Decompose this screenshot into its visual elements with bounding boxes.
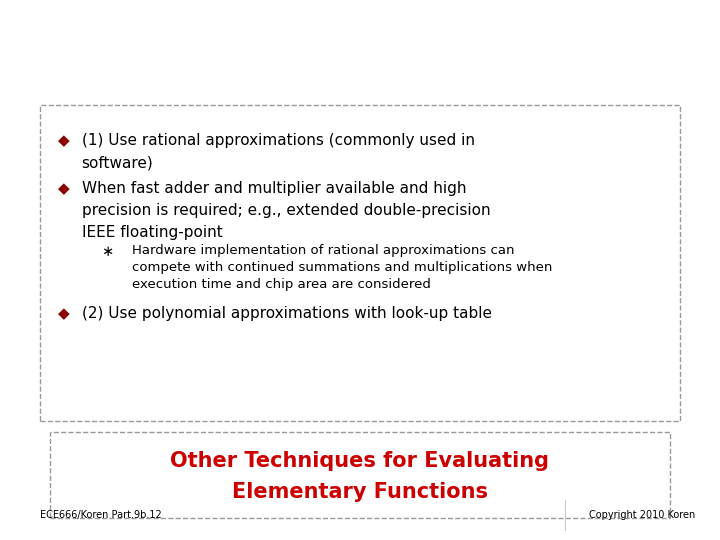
Text: precision is required; e.g., extended double-precision: precision is required; e.g., extended do… [81,203,490,218]
Text: ◆: ◆ [58,306,69,321]
Text: ◆: ◆ [58,181,69,197]
Text: (2) Use polynomial approximations with look-up table: (2) Use polynomial approximations with l… [81,306,492,321]
Text: execution time and chip area are considered: execution time and chip area are conside… [132,278,431,291]
Text: software): software) [81,156,153,170]
Bar [40,105,680,421]
Text: When fast adder and multiplier available and high: When fast adder and multiplier available… [81,181,466,197]
Text: Hardware implementation of rational approximations can: Hardware implementation of rational appr… [132,244,514,257]
Text: (1) Use rational approximations (commonly used in: (1) Use rational approximations (commonl… [81,133,474,148]
Text: Other Techniques for Evaluating: Other Techniques for Evaluating [171,450,549,470]
Text: IEEE floating-point: IEEE floating-point [81,225,222,240]
Text: compete with continued summations and multiplications when: compete with continued summations and mu… [132,261,552,274]
Text: ECE666/Koren Part.9b.12: ECE666/Koren Part.9b.12 [40,510,161,520]
Text: ∗: ∗ [102,244,114,259]
Text: Elementary Functions: Elementary Functions [232,482,488,503]
Text: Copyright 2010 Koren: Copyright 2010 Koren [588,510,695,520]
Bar [50,432,670,518]
Text: ◆: ◆ [58,133,69,148]
